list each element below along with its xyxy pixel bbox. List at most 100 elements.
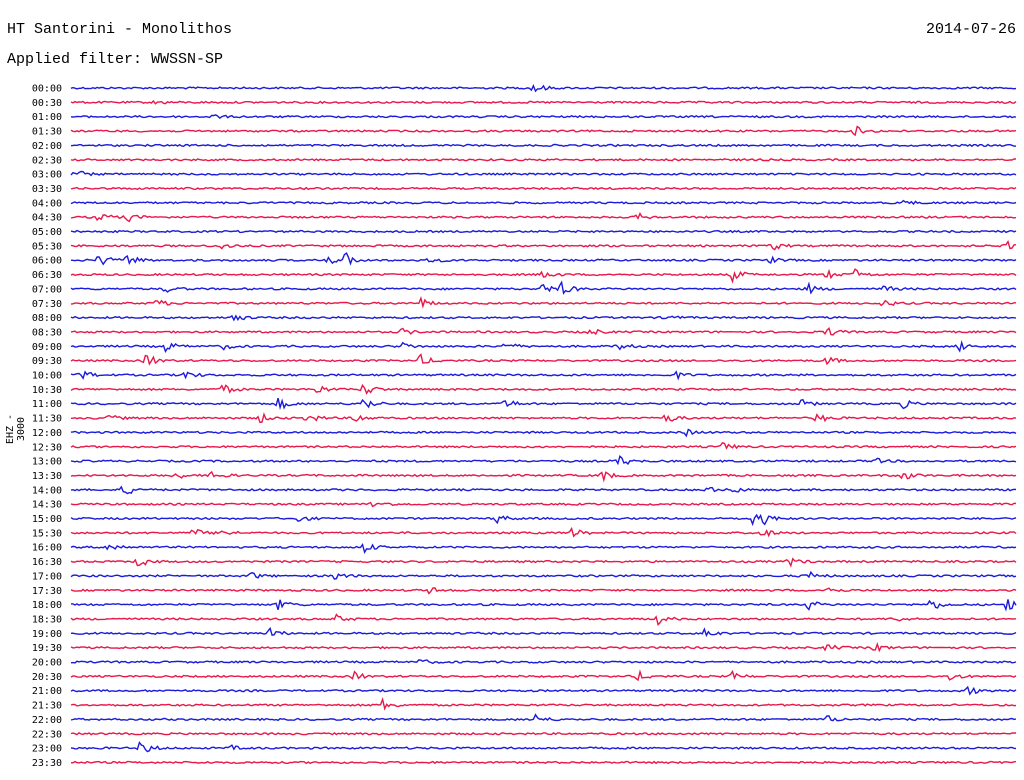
row-time-label: 01:00 (32, 112, 62, 123)
row-time-label: 10:00 (32, 371, 62, 382)
row-time-label: 18:00 (32, 600, 62, 611)
seismogram-trace (70, 199, 1017, 206)
row-time-label: 23:00 (32, 744, 62, 755)
row-time-label: 19:30 (32, 643, 62, 654)
row-time-label: 13:00 (32, 457, 62, 468)
row-time-label: 01:30 (32, 127, 62, 138)
row-time-label: 03:00 (32, 170, 62, 181)
seismogram-trace (70, 280, 1017, 295)
seismogram-trace (70, 314, 1017, 322)
row-time-label: 02:30 (32, 155, 62, 166)
row-time-label: 15:30 (32, 528, 62, 539)
row-time-label: 17:30 (32, 586, 62, 597)
seismogram-trace (70, 327, 1017, 336)
row-time-label: 04:30 (32, 213, 62, 224)
channel-label: EHZ - 3000 (5, 413, 27, 445)
row-time-label: 07:00 (32, 284, 62, 295)
row-time-label: 11:30 (32, 414, 62, 425)
seismogram-trace (70, 659, 1017, 665)
seismogram-trace (70, 114, 1017, 120)
seismogram-trace (70, 353, 1017, 366)
row-time-label: 02:00 (32, 141, 62, 152)
seismogram-trace (70, 428, 1017, 438)
row-time-label: 03:30 (32, 184, 62, 195)
row-time-label: 11:00 (32, 399, 62, 410)
row-time-label: 16:30 (32, 557, 62, 568)
seismogram-trace (70, 685, 1017, 696)
seismogram-trace (70, 186, 1017, 191)
seismogram-trace (70, 642, 1017, 653)
row-time-label: 13:30 (32, 471, 62, 482)
row-time-label: 05:00 (32, 227, 62, 238)
seismogram-trace (70, 485, 1017, 495)
row-time-label: 22:00 (32, 715, 62, 726)
row-time-label: 00:00 (32, 84, 62, 95)
seismogram-trace (70, 542, 1017, 554)
seismogram-trace (70, 470, 1017, 483)
row-time-label: 20:30 (32, 672, 62, 683)
row-time-label: 09:00 (32, 342, 62, 353)
seismogram-trace (70, 599, 1017, 612)
row-time-label: 16:00 (32, 543, 62, 554)
row-time-label: 14:00 (32, 485, 62, 496)
seismogram-trace (70, 212, 1017, 223)
seismogram-trace (70, 229, 1017, 234)
seismogram-trace (70, 339, 1017, 353)
seismogram-trace (70, 252, 1017, 266)
row-time-label: 09:30 (32, 356, 62, 367)
row-time-label: 14:30 (32, 500, 62, 511)
seismogram-trace (70, 570, 1017, 580)
seismogram-trace (70, 239, 1017, 251)
seismogram-trace (70, 158, 1017, 162)
seismogram-trace (70, 513, 1017, 527)
seismogram-trace (70, 412, 1017, 424)
row-time-label: 18:30 (32, 614, 62, 625)
row-time-label: 20:00 (32, 658, 62, 669)
row-time-label: 21:30 (32, 701, 62, 712)
row-time-label: 19:00 (32, 629, 62, 640)
seismogram-trace (70, 557, 1017, 568)
seismogram-trace (70, 526, 1017, 538)
seismogram-trace (70, 383, 1017, 395)
seismogram-trace (70, 501, 1017, 508)
row-time-label: 15:00 (32, 514, 62, 525)
date-label: 2014-07-26 (925, 21, 1016, 38)
row-time-label: 12:00 (32, 428, 62, 439)
row-time-label: 06:30 (32, 270, 62, 281)
seismogram-trace (70, 669, 1017, 682)
seismogram-trace (70, 84, 1017, 93)
seismogram-trace (70, 295, 1016, 309)
row-time-label: 10:30 (32, 385, 62, 396)
seismogram-trace (70, 441, 1017, 450)
seismogram-trace (70, 760, 1017, 765)
row-time-label: 21:00 (32, 686, 62, 697)
row-time-label: 00:30 (32, 98, 62, 109)
seismogram-trace (70, 713, 1017, 722)
row-time-label: 23:30 (32, 758, 62, 769)
seismogram-trace (70, 741, 1017, 753)
seismogram-trace (70, 370, 1017, 381)
seismogram-trace (70, 99, 1017, 105)
seismogram-trace (70, 125, 1017, 137)
row-time-label: 06:00 (32, 256, 62, 267)
station-title: HT Santorini - Monolithos (7, 21, 233, 38)
row-time-label: 07:30 (32, 299, 62, 310)
row-time-label: 08:00 (32, 313, 62, 324)
seismogram-trace (70, 626, 1017, 638)
seismogram-trace (70, 613, 1017, 626)
seismogram-trace (70, 587, 1017, 595)
row-time-label: 04:00 (32, 198, 62, 209)
seismogram-trace (70, 697, 1017, 711)
seismogram-trace (70, 143, 1017, 148)
seismogram-trace (70, 170, 1017, 177)
row-time-label: 08:30 (32, 327, 62, 338)
row-time-label: 12:30 (32, 442, 62, 453)
row-time-label: 05:30 (32, 241, 62, 252)
seismogram-trace (70, 731, 1017, 736)
seismogram-trace (70, 455, 1017, 466)
seismogram-trace (70, 268, 1017, 284)
seismogram-trace (70, 398, 1017, 411)
row-time-label: 17:00 (32, 571, 62, 582)
filter-label: Applied filter: WWSSN-SP (7, 51, 224, 68)
